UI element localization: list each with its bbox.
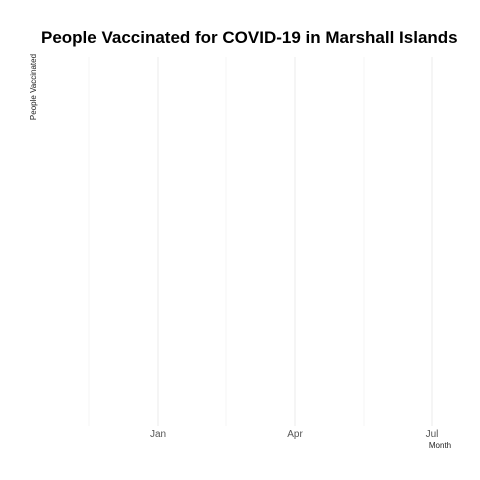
y-axis-label: People Vaccinated (29, 54, 38, 120)
x-axis-label: Month (429, 441, 451, 450)
x-tick-labels: Jan Apr Jul (150, 429, 438, 440)
grid (88, 57, 433, 426)
x-tick-label: Jan (150, 429, 166, 440)
x-tick-label: Jul (426, 429, 439, 440)
chart-title: People Vaccinated for COVID-19 in Marsha… (41, 28, 458, 47)
x-tick-label: Apr (287, 429, 303, 440)
